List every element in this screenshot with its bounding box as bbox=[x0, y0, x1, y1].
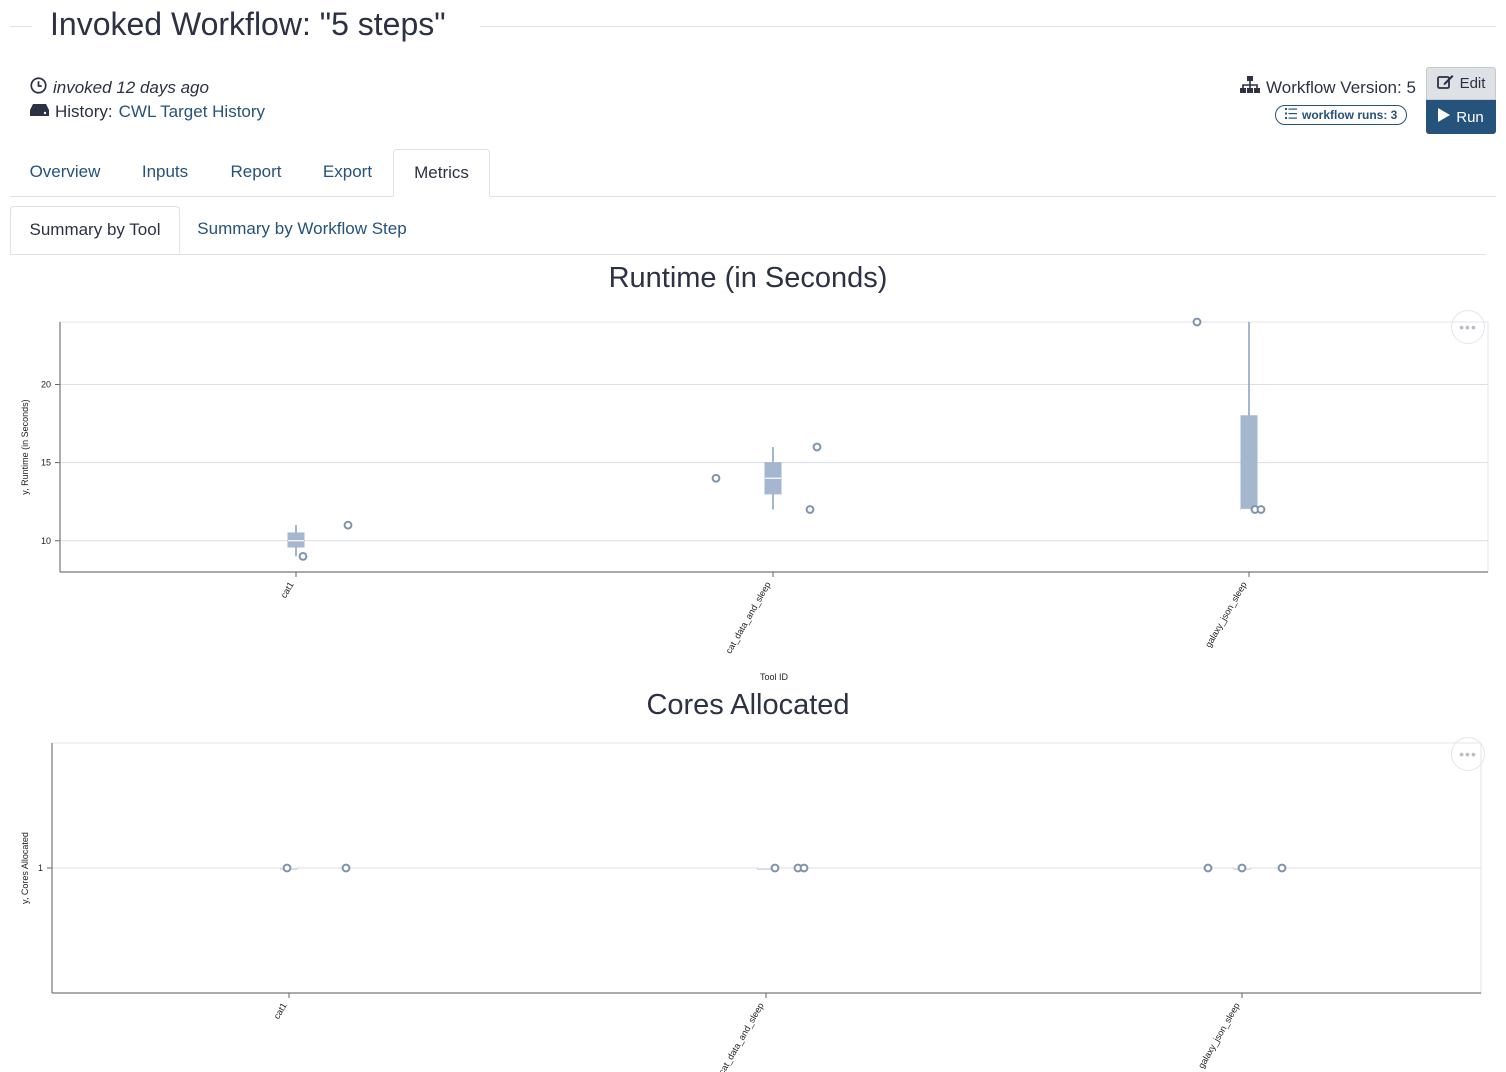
cores-data-point bbox=[1203, 863, 1213, 873]
workflow-version-text: Workflow Version: 5 bbox=[1266, 77, 1416, 97]
cores-x-tick-label: galaxy_json_sleep bbox=[1196, 1001, 1242, 1070]
runtime-data-point bbox=[805, 505, 815, 514]
runtime-data-point bbox=[1192, 317, 1202, 327]
history-drive-icon bbox=[30, 102, 49, 122]
cores-x-tick-label: cat1 bbox=[272, 1001, 289, 1021]
tab-metrics[interactable]: Metrics bbox=[393, 149, 490, 197]
title-divider-right bbox=[480, 26, 1496, 27]
history-info: History: CWL Target History bbox=[30, 102, 265, 122]
runtime-plot-frame bbox=[59, 321, 1489, 573]
cores-data-point bbox=[770, 863, 780, 873]
invoked-info: invoked 12 days ago bbox=[30, 77, 209, 99]
cores-y-axis-label: y, Cores Allocated bbox=[20, 832, 30, 904]
history-label: History: bbox=[55, 102, 113, 121]
runtime-x-tick-label: galaxy_json_sleep bbox=[1203, 580, 1249, 649]
runtime-chart: 10 15 20 y, Runtime (in Seconds) Tool ID cat1… bbox=[20, 317, 1489, 682]
runtime-y-axis-label: y, Runtime (in Seconds) bbox=[20, 399, 30, 494]
runtime-data-point bbox=[343, 520, 353, 530]
cores-y-tick-label: 1 bbox=[38, 863, 43, 873]
runtime-y-tick-label: 20 bbox=[41, 380, 51, 390]
edit-label: Edit bbox=[1459, 75, 1486, 92]
runtime-chart-title: Runtime (in Seconds) bbox=[608, 262, 888, 294]
metrics-subtabs: Summary by Tool Summary by Workflow Step bbox=[10, 206, 1486, 255]
runtime-y-tick-label: 10 bbox=[41, 536, 51, 546]
run-label: Run bbox=[1456, 108, 1484, 126]
page-header: Invoked Workflow: "5 steps" bbox=[0, 0, 1506, 52]
runtime-data-point bbox=[1256, 505, 1266, 514]
cores-data-point bbox=[282, 863, 292, 873]
subtab-summary-by-tool[interactable]: Summary by Tool bbox=[10, 206, 180, 254]
list-icon bbox=[1285, 108, 1297, 122]
run-button[interactable]: Run bbox=[1426, 100, 1496, 134]
tab-inputs[interactable]: Inputs bbox=[141, 162, 189, 181]
sitemap-icon bbox=[1240, 76, 1260, 99]
invoked-text: invoked 12 days ago bbox=[53, 78, 209, 97]
main-tabs: Overview Inputs Report Export Metrics bbox=[10, 149, 1496, 197]
runtime-x-axis-label: Tool ID bbox=[760, 672, 789, 682]
runtime-data-point bbox=[711, 473, 721, 483]
tab-export[interactable]: Export bbox=[322, 162, 373, 181]
tab-overview[interactable]: Overview bbox=[29, 162, 101, 181]
cores-data-point bbox=[341, 863, 351, 873]
clock-icon bbox=[30, 77, 47, 99]
runtime-data-point bbox=[298, 551, 308, 561]
title-divider-left bbox=[10, 26, 32, 27]
runtime-chart-options-button[interactable]: ••• bbox=[1451, 310, 1485, 344]
edit-button[interactable]: Edit bbox=[1426, 67, 1496, 100]
cores-chart: 1 y, Cores Allocated cat1 cat_data_and_slee… bbox=[20, 742, 1482, 1072]
tab-report[interactable]: Report bbox=[230, 162, 282, 181]
workflow-runs-text: workflow runs: 3 bbox=[1302, 108, 1398, 122]
cores-chart-title: Cores Allocated bbox=[646, 689, 850, 721]
workflow-version: Workflow Version: 5 bbox=[1240, 76, 1416, 99]
cores-data-point bbox=[1237, 863, 1247, 873]
page-title: Invoked Workflow: "5 steps" bbox=[50, 6, 446, 42]
runtime-box bbox=[287, 532, 305, 548]
runtime-data-point bbox=[812, 442, 822, 452]
runtime-x-tick-label: cat_data_and_sleep bbox=[724, 580, 773, 655]
runtime-x-tick-label: cat1 bbox=[279, 580, 296, 600]
runtime-box bbox=[1240, 415, 1258, 510]
play-icon bbox=[1438, 108, 1451, 126]
cores-x-tick-label: cat_data_and_sleep bbox=[717, 1001, 766, 1072]
runtime-y-tick-label: 15 bbox=[41, 458, 51, 468]
history-link[interactable]: CWL Target History bbox=[118, 102, 266, 121]
subtab-summary-by-workflow-step[interactable]: Summary by Workflow Step bbox=[197, 219, 407, 238]
cores-data-point bbox=[799, 863, 809, 873]
cores-data-point bbox=[1277, 863, 1287, 873]
cores-chart-options-button[interactable]: ••• bbox=[1451, 737, 1485, 771]
edit-icon bbox=[1436, 74, 1454, 93]
workflow-runs-badge[interactable]: workflow runs: 3 bbox=[1275, 105, 1408, 125]
